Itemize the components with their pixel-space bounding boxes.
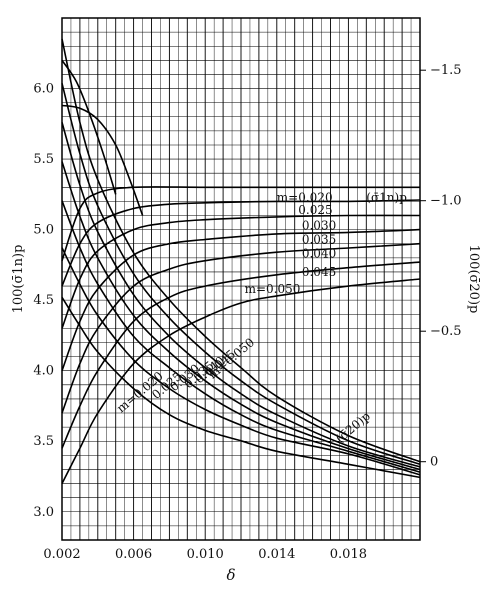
x-tick-label: 0.014 [258, 547, 295, 562]
sigma1n-curve-m0.025 [61, 199, 421, 287]
plot-frame [61, 17, 421, 541]
curve-label-sigma1n: m=0.020 [277, 190, 333, 204]
curve-label-sigma1n: 0.025 [298, 203, 332, 217]
y-right-tick-label: −1.0 [430, 194, 462, 209]
sigma20-curve-m0.03 [61, 200, 421, 473]
right-axis-label: 100(σ̄20)p [466, 245, 481, 314]
y-right-tick-label: −0.5 [430, 324, 462, 339]
y-right-tick-label: 0 [430, 455, 438, 470]
group-label-sigma1n: (σ̄1n)p [366, 190, 407, 204]
tick-labels: 0.002 0.006 0.010 0.014 0.018 3.0 3.5 4.0 4.5 5.0… [33, 63, 461, 562]
x-tick-label: 0.002 [43, 547, 80, 562]
curve-label-sigma1n: m=0.050 [245, 282, 301, 296]
sigma1n-curve-m0.035 [61, 228, 421, 371]
sigma20-curve-m0.025 [61, 247, 421, 476]
y-left-tick-label: 6.0 [33, 82, 54, 97]
sigma20-curve-m0.04 [61, 122, 421, 468]
sigma1n-curve-m0.045 [61, 261, 421, 449]
curve-label-sigma1n: 0.040 [302, 247, 336, 261]
x-tick-label: 0.018 [330, 547, 367, 562]
sigma1n-curve-m0.04 [61, 242, 421, 414]
y-right-tick-label: −1.5 [430, 63, 462, 78]
y-left-tick-label: 4.5 [33, 293, 54, 308]
transition-curve [61, 104, 144, 216]
curve-label-sigma1n: 0.035 [302, 233, 336, 247]
y-left-tick-label: 3.5 [33, 434, 54, 449]
transition-curve [61, 59, 117, 195]
y-left-tick-label: 5.5 [33, 152, 54, 167]
x-tick-label: 0.010 [187, 547, 224, 562]
curve-label-sigma1n: 0.030 [302, 219, 336, 233]
sigma1n-curve-m0.02 [61, 186, 420, 261]
curve-label-sigma1n: 0.045 [302, 265, 336, 279]
sigma1n-curve-m0.03 [61, 214, 421, 329]
x-axis-label: δ [226, 566, 235, 584]
sigma20-curve-m0.02 [61, 296, 421, 479]
curves [61, 38, 421, 484]
sigma20-curve-m0.045 [61, 83, 421, 466]
y-left-tick-label: 5.0 [33, 223, 54, 238]
sigma20-curve-m0.05 [61, 38, 421, 463]
sigma20-curve-m0.035 [61, 161, 421, 471]
y-left-tick-label: 3.0 [33, 505, 54, 520]
x-tick-label: 0.006 [115, 547, 152, 562]
y-left-tick-label: 4.0 [33, 364, 54, 379]
left-axis-label: 100(σ̄1n)p [11, 245, 26, 314]
